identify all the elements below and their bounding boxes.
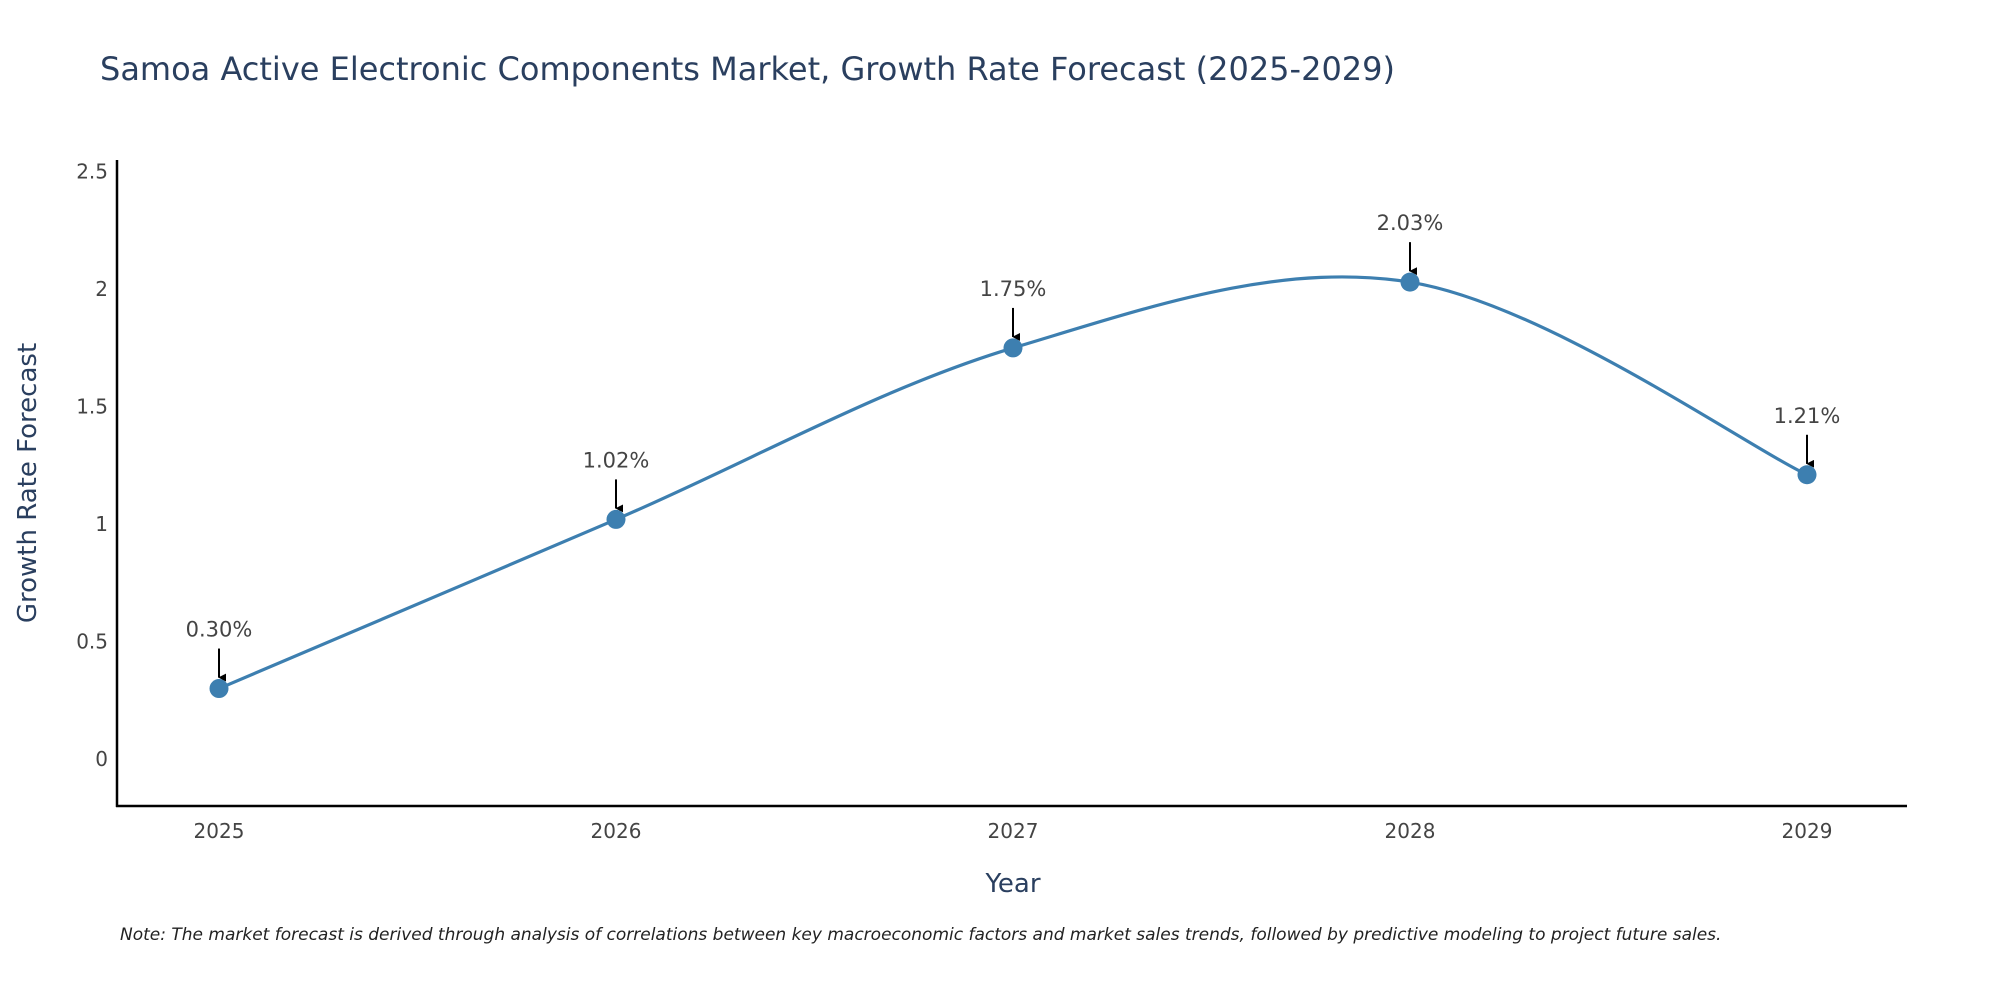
x-tick-label: 2025 [194,819,245,843]
data-label: 1.21% [1774,404,1841,428]
data-label: 0.30% [186,618,253,642]
x-tick-label: 2029 [1782,819,1833,843]
chart-title: Samoa Active Electronic Components Marke… [100,50,1395,88]
y-axis-title: Growth Rate Forecast [13,343,43,623]
y-tick-label: 0.5 [76,630,108,654]
x-axis-title: Year [984,869,1040,899]
x-tick-label: 2026 [591,819,642,843]
data-label: 1.75% [980,277,1047,301]
data-label: 2.03% [1377,211,1444,235]
data-labels: 0.30% 1.02% 1.75% 2.03% 1.21% [186,211,1841,682]
footnote: Note: The market forecast is derived thr… [120,925,1721,945]
y-tick-label: 1.5 [76,395,108,419]
data-point [1797,465,1817,485]
data-label: 1.02% [583,448,650,472]
data-points [209,272,1817,699]
y-tick-label: 2.5 [76,160,108,184]
data-point [209,679,229,699]
y-axis-ticks: 0 0.5 1 1.5 2 2.5 [76,160,108,771]
x-axis-ticks: 2025 2026 2027 2028 2029 [194,819,1833,843]
x-tick-label: 2028 [1385,819,1436,843]
y-tick-label: 0 [95,747,108,771]
data-point [606,509,626,529]
y-tick-label: 1 [95,512,108,536]
data-point [1003,338,1023,358]
x-tick-label: 2027 [988,819,1039,843]
y-tick-label: 2 [95,277,108,301]
data-point [1400,272,1420,292]
